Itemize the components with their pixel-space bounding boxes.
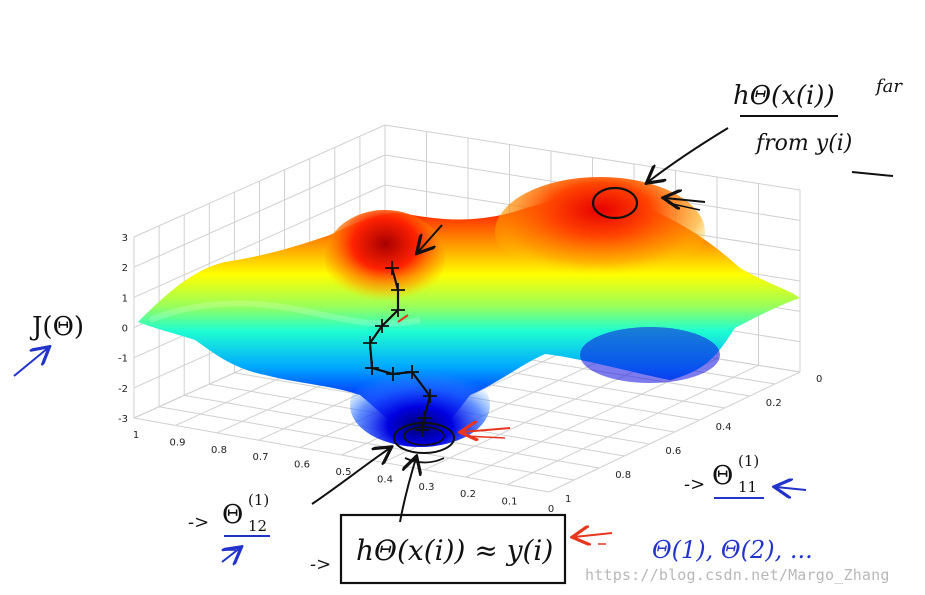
descent-step-marker: [423, 389, 437, 403]
descent-step-marker: [365, 361, 379, 375]
z-tick-label: 0: [122, 324, 128, 335]
x-axis-ticks: 1 0.9 0.8 0.7 0.6 0.5 0.4 0.3 0.2 0.1 0: [133, 430, 554, 515]
minimum-red-arrow: [462, 428, 511, 432]
x-tick-label: 0.4: [377, 474, 393, 485]
y-tick-label: 0.2: [766, 398, 782, 409]
y-tick-label: 1: [565, 494, 571, 505]
z-tick-label: 2: [122, 263, 128, 274]
minimum-circle-outer: [393, 422, 455, 454]
theta12-pointer: [311, 448, 390, 505]
j-theta-blue-arrow: [13, 348, 48, 377]
box-red-arrow: [574, 533, 613, 537]
cost-surface: [138, 177, 800, 447]
x-tick-label: 1: [133, 430, 139, 441]
z-tick-label: -1: [118, 354, 128, 365]
y-tick-label: 0.6: [665, 446, 681, 457]
equation-box: [339, 513, 567, 585]
descent-step-marker: [385, 261, 399, 275]
minimum-underline: [404, 457, 445, 464]
descent-step-marker: [363, 336, 377, 350]
theta12-arrow-glyph: ->: [188, 512, 209, 533]
descent-step-marker: [386, 367, 400, 381]
right-peak: [495, 177, 705, 287]
box-pointer: [399, 458, 416, 523]
x-tick-label: 0.5: [336, 467, 352, 478]
x-tick-label: 0.7: [253, 452, 269, 463]
theta12-label: Θ: [222, 500, 243, 530]
global-minimum-well: [350, 363, 490, 447]
peak-circle: [591, 186, 639, 220]
y-axis-ticks: 0 0.2 0.4 0.6 0.8 1: [565, 374, 822, 505]
descent-red-mark: [397, 314, 409, 323]
x-tick-label: 0.9: [170, 437, 186, 448]
x-tick-label: 0: [548, 504, 554, 515]
y-tick-label: 0: [816, 374, 822, 385]
x-tick-label: 0.1: [502, 497, 518, 508]
descent-step-marker: [375, 319, 389, 333]
y-tick-label: 0.4: [716, 422, 732, 433]
right-depression: [580, 327, 720, 383]
y-underline: [851, 171, 894, 177]
y-tick-label: 0.8: [615, 470, 631, 481]
peak-side-arrow: [665, 198, 706, 202]
z-tick-label: 1: [122, 293, 128, 304]
minimum-red-arrow-2: [464, 435, 506, 439]
x-tick-label: 0.3: [419, 482, 435, 493]
theta11-label: Θ: [712, 461, 733, 491]
handwritten-annotations: J(Θ) hΘ(x(i)) far from y(i) -> Θ (1) 12: [13, 76, 903, 585]
peak-pointer-arrow: [648, 127, 729, 182]
j-theta-label: J(Θ): [29, 312, 84, 342]
descent-step-marker: [415, 423, 429, 437]
descent-step-marker: [405, 365, 419, 379]
theta11-subscript: 11: [738, 478, 757, 496]
descent-step-marker: [391, 303, 405, 317]
x-tick-label: 0.6: [294, 460, 310, 471]
theta11-arrow-glyph: ->: [684, 474, 705, 495]
z-axis-ticks: 3 2 1 0 -1 -2 -3: [118, 233, 128, 425]
minimum-circle-inner: [403, 426, 445, 446]
x-tick-label: 0.8: [211, 445, 227, 456]
theta11-blue-arrow: [776, 487, 807, 490]
box-arrow-glyph: ->: [310, 554, 331, 575]
z-tick-label: -3: [118, 414, 128, 425]
descent-step-marker: [391, 283, 405, 297]
fraction-denominator: from y(i): [754, 131, 852, 156]
theta12-blue-arrow: [222, 548, 240, 562]
fraction-suffix: far: [874, 76, 903, 97]
left-peak: [325, 210, 445, 306]
z-tick-label: -2: [118, 384, 128, 395]
theta12-superscript: (1): [248, 491, 269, 509]
watermark: https://blog.csdn.net/Margo_Zhang: [585, 566, 890, 584]
peak-side-arrow-2: [667, 202, 701, 211]
theta12-subscript: 12: [248, 517, 267, 535]
theta11-superscript: (1): [738, 452, 759, 470]
equation-text: hΘ(x(i)) ≈ y(i): [356, 534, 553, 567]
start-pointer-arrow: [418, 224, 443, 252]
z-tick-label: 3: [122, 233, 128, 244]
fraction-numerator: hΘ(x(i)): [733, 81, 835, 111]
parameter-list: Θ(1), Θ(2), ...: [652, 536, 813, 564]
x-tick-label: 0.2: [460, 489, 476, 500]
